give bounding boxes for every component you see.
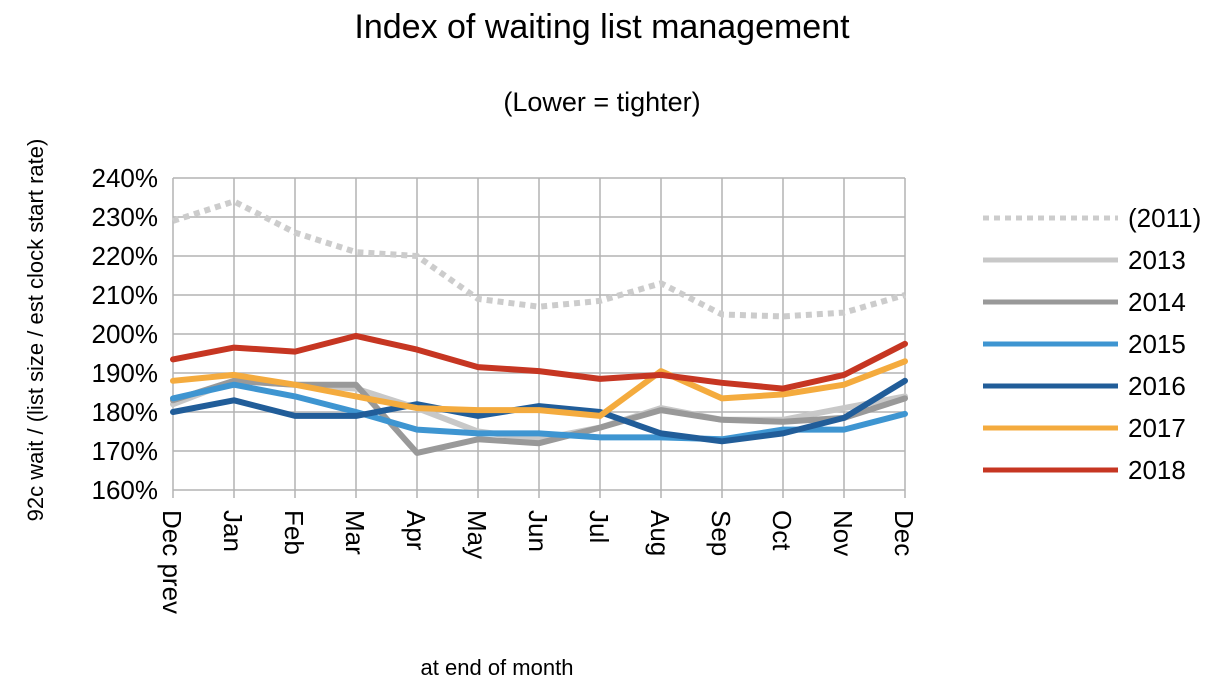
y-tick-label: 180% [92,397,159,427]
x-tick-label: Sep [706,510,736,556]
y-tick-label: 190% [92,358,159,388]
y-tick-label: 170% [92,436,159,466]
x-tick-label: May [462,510,492,559]
y-axis-label: 92c wait / (list size / est clock start … [23,139,48,522]
legend-label-2017: 2017 [1128,413,1186,443]
y-tick-label: 240% [92,163,159,193]
x-tick-label: Jan [218,510,248,552]
x-tick-label: Apr [401,510,431,551]
x-tick-label: Mar [340,510,370,555]
x-axis-label: at end of month [421,655,574,680]
y-tick-label: 200% [92,319,159,349]
legend-label-2016: 2016 [1128,371,1186,401]
legend-label-2013: 2013 [1128,245,1186,275]
legend-label-2014: 2014 [1128,287,1186,317]
x-tick-label: Nov [828,510,858,556]
x-tick-label: Aug [645,510,675,556]
series-line-2017 [170,358,908,419]
plot-area: 160% 170% 180% 190% 200% 210% 220% 230% 240% Dec … [92,163,920,614]
x-tick-label: Jun [523,510,553,552]
series-line-2015 [170,381,908,443]
x-tick-label: Oct [767,510,797,551]
x-tick-label: Jul [584,510,614,543]
legend: (2011) 2013 2014 2015 2016 2017 2018 [983,203,1201,485]
y-tick-label: 220% [92,241,159,271]
series-line-2016 [170,377,908,445]
legend-label-2011: (2011) [1128,203,1201,233]
x-tick-label: Dec [889,510,919,556]
chart-subtitle: (Lower = tighter) [503,87,700,117]
x-tick-label: Feb [279,510,309,555]
y-tick-label: 160% [92,475,159,505]
series-line-2018 [170,332,908,392]
series-line-2011 [172,198,906,320]
chart-title: Index of waiting list management [354,8,850,46]
legend-label-2015: 2015 [1128,329,1186,359]
y-tick-label: 230% [92,202,159,232]
x-tick-label: Dec prev [157,510,187,614]
legend-label-2018: 2018 [1128,455,1186,485]
y-tick-label: 210% [92,280,159,310]
